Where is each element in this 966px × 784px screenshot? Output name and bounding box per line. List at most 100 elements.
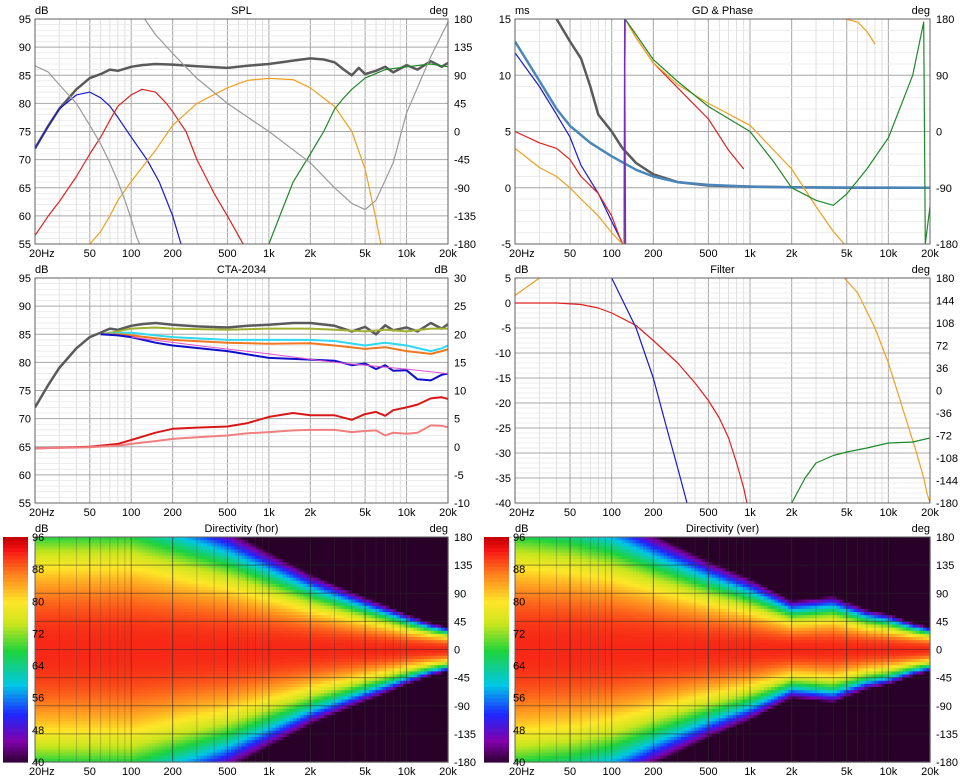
y-tick-label: 95 <box>19 14 31 26</box>
x-tick-label: 2k <box>304 248 316 260</box>
y-tick-label: 65 <box>19 442 31 454</box>
y-tick-label: -15 <box>495 373 511 385</box>
y2-tick-label: -10 <box>454 498 470 510</box>
y2-tick-label: 25 <box>454 301 466 313</box>
y2-tick-label: 180 <box>936 14 954 26</box>
y2-tick-label: 15 <box>454 357 466 369</box>
right-axis-unit: dB <box>435 264 448 276</box>
x-tick-label: 100 <box>122 507 140 519</box>
x-tick-label: 1k <box>263 248 275 260</box>
x-tick-label: 50 <box>84 248 96 260</box>
y-tick-label: 10 <box>499 70 511 82</box>
y-tick-label: 95 <box>19 273 31 285</box>
chart-title: Filter <box>710 264 735 276</box>
x-tick-label: 10k <box>880 248 898 260</box>
y-tick-label: -5 <box>501 239 511 251</box>
y-tick-label: 75 <box>19 386 31 398</box>
y2-tick-label: 90 <box>936 70 948 82</box>
x-tick-label: 5k <box>841 507 853 519</box>
y2-tick-label: 72 <box>936 341 948 353</box>
y-tick-label: 85 <box>19 70 31 82</box>
y-tick-label: -10 <box>495 348 511 360</box>
y-tick-label: 75 <box>19 127 31 139</box>
y-tick-label: 5 <box>505 127 511 139</box>
right-axis-unit: deg <box>430 5 448 17</box>
x-tick-label: 200 <box>164 507 182 519</box>
y-tick-label: -25 <box>495 423 511 435</box>
x-tick-label: 10k <box>398 507 416 519</box>
right-axis-unit: deg <box>912 5 930 17</box>
y2-tick-label: -180 <box>454 239 476 251</box>
x-tick-label: 10k <box>398 248 416 260</box>
y2-tick-label: 0 <box>936 386 942 398</box>
y2-tick-label: -45 <box>454 155 470 167</box>
x-tick-label: 200 <box>644 248 662 260</box>
x-tick-label: 1k <box>744 248 756 260</box>
x-tick-label: 5k <box>359 507 371 519</box>
chart-title: CTA-2034 <box>217 264 266 276</box>
x-tick-label: 2k <box>786 507 798 519</box>
x-tick-label: 100 <box>603 507 621 519</box>
y2-tick-label: -180 <box>936 239 958 251</box>
y-tick-label: 70 <box>19 155 31 167</box>
y-tick-label: -20 <box>495 398 511 410</box>
y2-tick-label: 0 <box>454 127 460 139</box>
x-tick-label: 2k <box>786 248 798 260</box>
x-tick-label: 20Hz <box>29 507 55 519</box>
x-tick-label: 200 <box>164 248 182 260</box>
y2-tick-label: -108 <box>936 453 958 465</box>
y2-tick-label: -90 <box>936 183 952 195</box>
x-tick-label: 500 <box>218 248 236 260</box>
x-tick-label: 100 <box>122 248 140 260</box>
x-tick-label: 1k <box>744 507 756 519</box>
x-tick-label: 20Hz <box>509 248 535 260</box>
y2-tick-label: -90 <box>454 183 470 195</box>
x-tick-label: 10k <box>880 507 898 519</box>
y2-tick-label: -180 <box>936 498 958 510</box>
left-axis-unit: dB <box>35 264 48 276</box>
left-axis-unit: dB <box>35 5 48 17</box>
x-tick-label: 20Hz <box>509 507 535 519</box>
x-tick-label: 500 <box>218 507 236 519</box>
chart-title: GD & Phase <box>692 5 753 17</box>
left-axis-unit: ms <box>515 5 530 17</box>
x-tick-label: 50 <box>564 248 576 260</box>
y2-tick-label: 5 <box>454 414 460 426</box>
y-tick-label: 55 <box>19 239 31 251</box>
y2-tick-label: 90 <box>454 70 466 82</box>
x-tick-label: 500 <box>699 507 717 519</box>
y2-tick-label: 108 <box>936 318 954 330</box>
y-tick-label: 90 <box>19 42 31 54</box>
x-tick-label: 2k <box>304 507 316 519</box>
y-tick-label: -40 <box>495 498 511 510</box>
y2-tick-label: -144 <box>936 476 958 488</box>
y2-tick-label: -5 <box>454 470 464 482</box>
y-tick-label: 80 <box>19 98 31 110</box>
y-tick-label: 85 <box>19 329 31 341</box>
y2-tick-label: 20 <box>454 329 466 341</box>
y-tick-label: -5 <box>501 323 511 335</box>
y2-tick-label: 144 <box>936 296 954 308</box>
y-tick-label: 80 <box>19 357 31 369</box>
y-tick-label: 70 <box>19 414 31 426</box>
y-tick-label: 60 <box>19 470 31 482</box>
x-tick-label: 200 <box>644 507 662 519</box>
x-tick-label: 5k <box>841 248 853 260</box>
y2-tick-label: 135 <box>454 42 472 54</box>
y2-tick-label: 180 <box>454 14 472 26</box>
y2-tick-label: -72 <box>936 431 952 443</box>
x-tick-label: 50 <box>564 507 576 519</box>
x-tick-label: 1k <box>263 507 275 519</box>
y2-tick-label: 0 <box>454 442 460 454</box>
y2-tick-label: -36 <box>936 408 952 420</box>
x-tick-label: 20Hz <box>29 248 55 260</box>
y2-tick-label: 0 <box>936 127 942 139</box>
x-tick-label: 100 <box>603 248 621 260</box>
y-tick-label: 90 <box>19 301 31 313</box>
